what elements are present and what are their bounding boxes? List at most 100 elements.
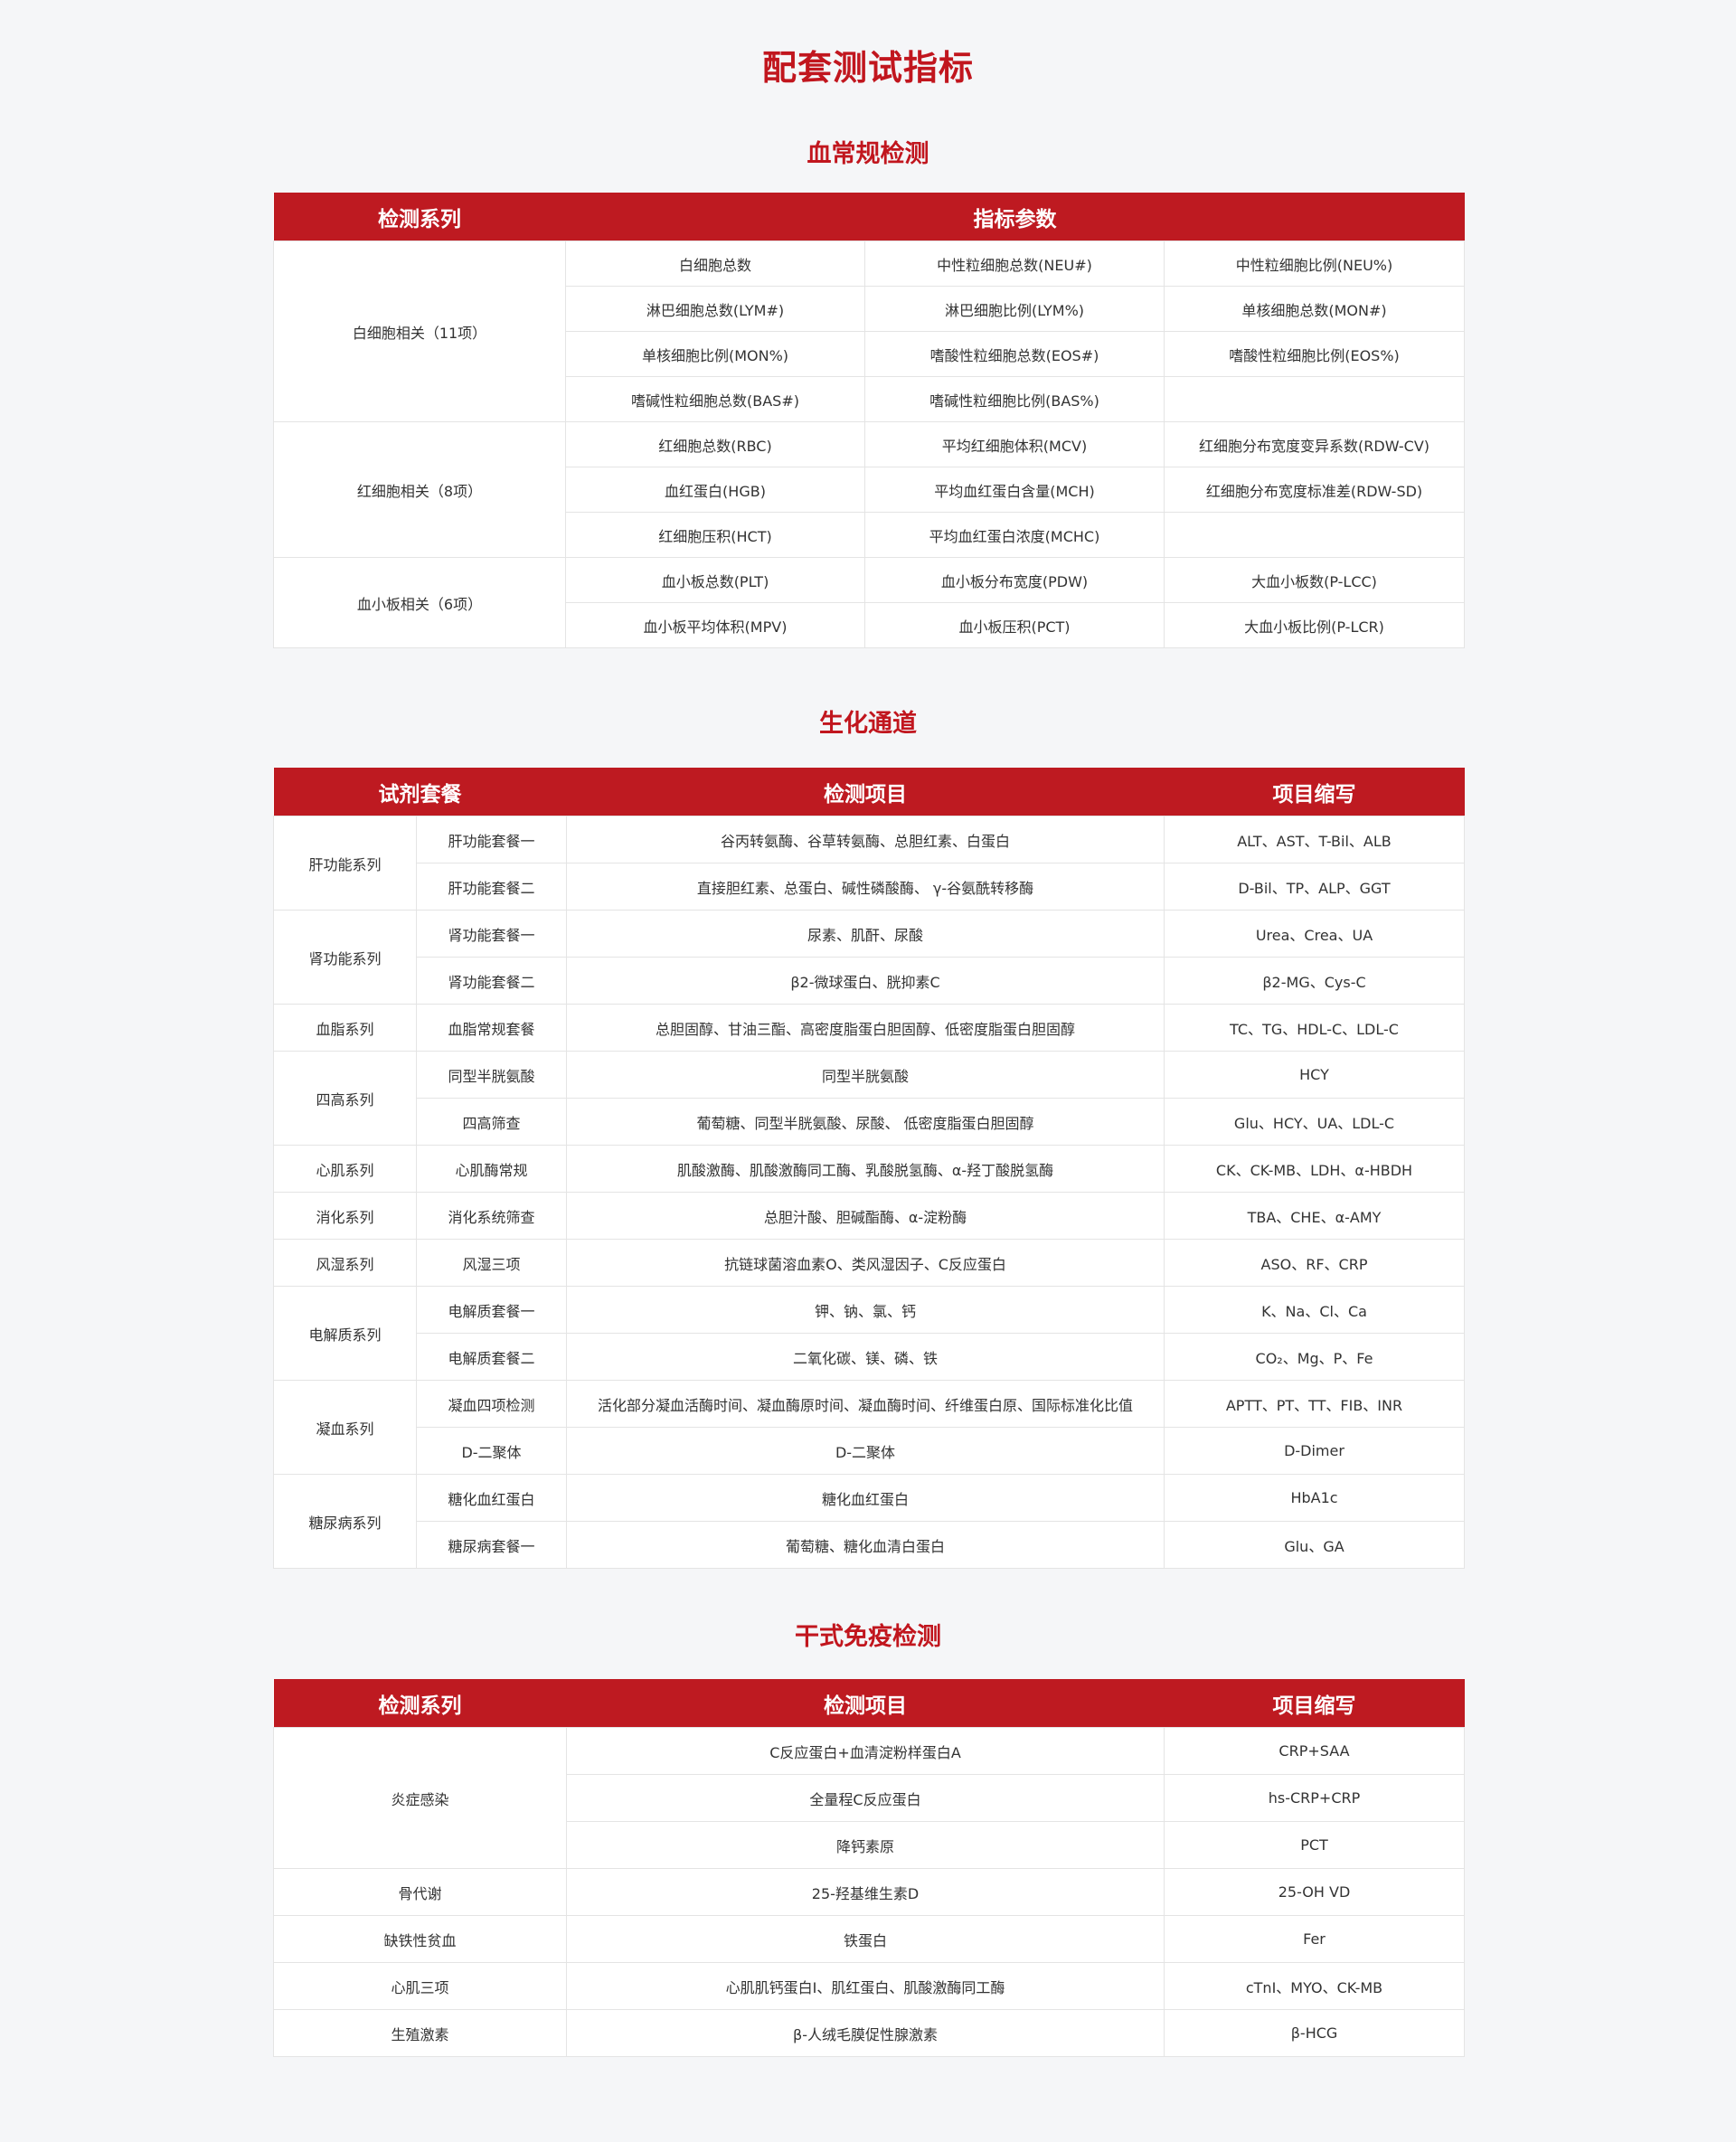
header-items: 检测项目 — [566, 1679, 1165, 1728]
immuno-table: 检测系列 检测项目 项目缩写 炎症感染 C反应蛋白+血清淀粉样蛋白A CRP+SAA… — [273, 1679, 1465, 2057]
group-name: 白细胞相关（11项） — [273, 241, 566, 422]
table-cell: 白细胞总数 — [565, 241, 865, 287]
group-name: 血小板相关（6项） — [273, 557, 566, 648]
table-row: 电解质系列 电解质套餐一 钾、钠、氯、钙 K、Na、Cl、Ca — [273, 1286, 1465, 1381]
table-cell: 血小板平均体积(MPV) — [565, 602, 865, 648]
table-row: 四高筛查 葡萄糖、同型半胱氨酸、尿酸、 低密度脂蛋白胆固醇 Glu、HCY、UA、L… — [274, 1098, 1465, 1146]
table-row: D-二聚体 D-二聚体 D-Dimer — [274, 1427, 1465, 1475]
table-cell: CRP+SAA — [1164, 1727, 1465, 1775]
table-row: 肾功能系列 肾功能套餐一 尿素、肌酐、尿酸 Urea、Crea、UA — [273, 910, 1465, 1005]
table-cell: D-二聚体 — [416, 1427, 567, 1475]
table-cell: 中性粒细胞总数(NEU#) — [864, 241, 1165, 287]
table-cell: 嗜酸性粒细胞总数(EOS#) — [864, 331, 1165, 377]
header-series: 检测系列 — [273, 1679, 567, 1728]
table-cell: 血小板总数(PLT) — [565, 557, 865, 603]
table-cell: β-人绒毛膜促性腺激素 — [566, 2009, 1165, 2057]
blood-routine-table: 检测系列 指标参数 白细胞相关（11项） 白细胞总数 中性粒细胞总数(NEU#) 中性… — [273, 193, 1466, 648]
table-row: 血小板相关（6项） 血小板总数(PLT) 血小板分布宽度(PDW) 大血小板数(P-L… — [273, 557, 1466, 648]
table-row: 单核细胞比例(MON%) 嗜酸性粒细胞总数(EOS#) 嗜酸性粒细胞比例(EOS%) — [274, 331, 1466, 377]
table-cell: TBA、CHE、α-AMY — [1164, 1192, 1465, 1240]
table-cell: 平均血红蛋白浓度(MCHC) — [864, 512, 1165, 558]
group-name: 凝血系列 — [273, 1380, 417, 1475]
table-row: 电解质套餐二 二氧化碳、镁、磷、铁 CO₂、Mg、P、Fe — [274, 1333, 1465, 1381]
table-cell: 消化系统筛查 — [416, 1192, 567, 1240]
table-cell: K、Na、Cl、Ca — [1164, 1286, 1465, 1334]
table-cell: 风湿三项 — [416, 1239, 567, 1287]
table-cell: 嗜碱性粒细胞总数(BAS#) — [565, 376, 865, 422]
table-cell: 肌酸激酶、肌酸激酶同工酶、乳酸脱氢酶、α-羟丁酸脱氢酶 — [566, 1145, 1165, 1193]
table-row: 凝血系列 凝血四项检测 活化部分凝血活酶时间、凝血酶原时间、凝血酶时间、纤维蛋白原、… — [273, 1380, 1465, 1475]
group-name: 炎症感染 — [273, 1727, 567, 1869]
table-row: 全量程C反应蛋白 hs-CRP+CRP — [274, 1774, 1465, 1822]
table-cell: 活化部分凝血活酶时间、凝血酶原时间、凝血酶时间、纤维蛋白原、国际标准化比值 — [566, 1380, 1165, 1428]
group-name: 生殖激素 — [273, 2009, 567, 2057]
header-abbr: 项目缩写 — [1164, 768, 1465, 816]
table-row: 糖尿病套餐一 葡萄糖、糖化血清白蛋白 Glu、GA — [274, 1521, 1465, 1569]
table-cell: 凝血四项检测 — [416, 1380, 567, 1428]
table-cell: 大血小板数(P-LCC) — [1163, 557, 1466, 603]
table-cell: 糖化血红蛋白 — [416, 1474, 567, 1522]
table-cell: 平均血红蛋白含量(MCH) — [864, 467, 1165, 513]
table-cell: 嗜酸性粒细胞比例(EOS%) — [1163, 331, 1466, 377]
table-cell: 钾、钠、氯、钙 — [566, 1286, 1165, 1334]
table-cell: 淋巴细胞比例(LYM%) — [864, 286, 1165, 332]
table-cell: CK、CK-MB、LDH、α-HBDH — [1164, 1145, 1465, 1193]
table-cell: cTnI、MYO、CK-MB — [1164, 1962, 1465, 2010]
table-cell: 单核细胞总数(MON#) — [1163, 286, 1466, 332]
table-cell: CO₂、Mg、P、Fe — [1164, 1333, 1465, 1381]
table-cell: 淋巴细胞总数(LYM#) — [565, 286, 865, 332]
table-cell: 单核细胞比例(MON%) — [565, 331, 865, 377]
table-cell — [1163, 512, 1466, 558]
table-row: 糖尿病系列 糖化血红蛋白 糖化血红蛋白 HbA1c — [273, 1474, 1465, 1569]
table-cell: β2-MG、Cys-C — [1164, 957, 1465, 1005]
table-cell: 红细胞分布宽度变异系数(RDW-CV) — [1163, 421, 1466, 467]
table-row: 肝功能套餐二 直接胆红素、总蛋白、碱性磷酸酶、 γ-谷氨酰转移酶 D-Bil、TP、… — [274, 863, 1465, 911]
biochem-section-title: 生化通道 — [819, 710, 917, 738]
table-cell: D-Bil、TP、ALP、GGT — [1164, 863, 1465, 911]
table-cell: 二氧化碳、镁、磷、铁 — [566, 1333, 1165, 1381]
header-items: 检测项目 — [566, 768, 1165, 816]
table-cell: 血小板压积(PCT) — [864, 602, 1165, 648]
table-cell: 总胆固醇、甘油三酯、高密度脂蛋白胆固醇、低密度脂蛋白胆固醇 — [566, 1004, 1165, 1052]
table-row: 生殖激素 β-人绒毛膜促性腺激素 β-HCG — [273, 2009, 1465, 2057]
group-name: 糖尿病系列 — [273, 1474, 417, 1569]
table-cell: TC、TG、HDL-C、LDL-C — [1164, 1004, 1465, 1052]
table-cell: 心肌酶常规 — [416, 1145, 567, 1193]
table-row: 风湿系列 风湿三项 抗链球菌溶血素O、类风湿因子、C反应蛋白 ASO、RF、CRP — [273, 1239, 1465, 1287]
table-cell: 总胆汁酸、胆碱酯酶、α-淀粉酶 — [566, 1192, 1165, 1240]
table-cell: HCY — [1164, 1051, 1465, 1099]
table-cell: C反应蛋白+血清淀粉样蛋白A — [566, 1727, 1165, 1775]
table-cell: APTT、PT、TT、FIB、INR — [1164, 1380, 1465, 1428]
table-cell: 红细胞总数(RBC) — [565, 421, 865, 467]
table-cell: 电解质套餐二 — [416, 1333, 567, 1381]
table-cell: 铁蛋白 — [566, 1915, 1165, 1963]
table-cell: Glu、GA — [1164, 1521, 1465, 1569]
table-row: 心肌系列 心肌酶常规 肌酸激酶、肌酸激酶同工酶、乳酸脱氢酶、α-羟丁酸脱氢酶 CK、C… — [273, 1145, 1465, 1193]
blood-section-title: 血常规检测 — [807, 140, 929, 168]
table-cell: β-HCG — [1164, 2009, 1465, 2057]
table-row: 嗜碱性粒细胞总数(BAS#) 嗜碱性粒细胞比例(BAS%) — [274, 376, 1466, 422]
table-cell: hs-CRP+CRP — [1164, 1774, 1465, 1822]
header-abbr: 项目缩写 — [1164, 1679, 1465, 1728]
table-row: 心肌三项 心肌肌钙蛋白I、肌红蛋白、肌酸激酶同工酶 cTnI、MYO、CK-MB — [273, 1962, 1465, 2010]
table-cell: 红细胞分布宽度标准差(RDW-SD) — [1163, 467, 1466, 513]
table-cell: 肝功能套餐一 — [416, 816, 567, 863]
table-row: 骨代谢 25-羟基维生素D 25-OH VD — [273, 1868, 1465, 1916]
table-cell: PCT — [1164, 1821, 1465, 1869]
table-cell: 血小板分布宽度(PDW) — [864, 557, 1165, 603]
table-cell: 嗜碱性粒细胞比例(BAS%) — [864, 376, 1165, 422]
table-row: 淋巴细胞总数(LYM#) 淋巴细胞比例(LYM%) 单核细胞总数(MON#) — [274, 286, 1466, 332]
page-title: 配套测试指标 — [761, 48, 974, 88]
immuno-section-title: 干式免疫检测 — [795, 1623, 941, 1651]
group-name: 骨代谢 — [273, 1868, 567, 1916]
table-row: 缺铁性贫血 铁蛋白 Fer — [273, 1915, 1465, 1963]
table-cell: 葡萄糖、糖化血清白蛋白 — [566, 1521, 1165, 1569]
group-name: 肾功能系列 — [273, 910, 417, 1005]
table-row: 红细胞相关（8项） 红细胞总数(RBC) 平均红细胞体积(MCV) 红细胞分布宽度变异… — [273, 421, 1466, 558]
table-row: 血小板平均体积(MPV) 血小板压积(PCT) 大血小板比例(P-LCR) — [274, 602, 1466, 648]
table-cell: 直接胆红素、总蛋白、碱性磷酸酶、 γ-谷氨酰转移酶 — [566, 863, 1165, 911]
table-cell: ASO、RF、CRP — [1164, 1239, 1465, 1287]
table-cell: HbA1c — [1164, 1474, 1465, 1522]
table-cell: 红细胞压积(HCT) — [565, 512, 865, 558]
table-cell: 中性粒细胞比例(NEU%) — [1163, 241, 1466, 287]
